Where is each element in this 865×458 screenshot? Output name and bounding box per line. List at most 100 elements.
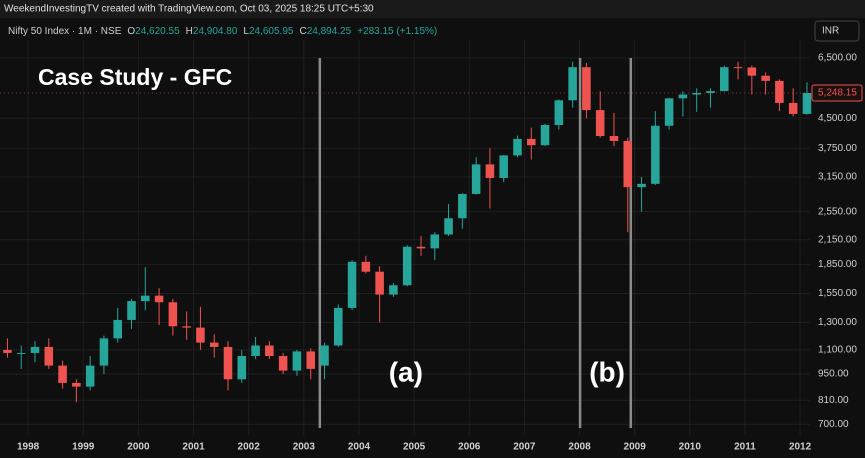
legend-value: 24,904.80 [193,26,238,37]
y-tick-label: 810.00 [818,395,849,406]
candle-body [44,346,54,366]
candle-body [196,327,205,343]
x-tick-label: 2009 [624,442,647,453]
candle-body [154,295,164,303]
legend: Nifty 50 Index · 1M · NSE O24,620.55 H24,9… [8,26,437,37]
candle-body [292,351,302,371]
candle-body [30,346,40,353]
y-tick-label: 3,750.00 [818,143,857,154]
candle-body [540,124,550,146]
candle-body [802,92,812,114]
legend-value: 24,605.95 [249,26,294,37]
candle-body [471,164,481,194]
legend-key: H [186,26,193,37]
candle-body [113,319,122,339]
currency: INR [822,26,839,37]
annotation: (b) [589,356,625,387]
legend-change: +283.15 (+1.15%) [357,26,437,37]
y-tick-label: 700.00 [818,419,849,430]
candles [3,61,812,403]
candle-body [719,67,729,92]
candle-body [58,365,67,383]
legend-value: 24,894.25 [307,26,352,37]
candle-body [168,302,178,327]
x-tick-label: 2011 [734,442,756,453]
candle-body [237,356,247,380]
x-tick-label: 2003 [293,442,316,453]
x-tick-label: 2004 [348,442,371,453]
candle-body [775,80,784,103]
last-price-box [811,84,863,102]
y-tick-label: 1,850.00 [818,259,857,270]
candle-body [375,271,384,295]
candle-body [278,356,288,371]
candle-body [554,100,564,125]
candle-body [334,307,343,346]
candle-body [3,349,12,353]
x-tick-label: 2006 [458,442,481,453]
y-tick-label: 4,500.00 [818,113,857,124]
candle-body [182,326,191,328]
legend-key: C [299,26,306,37]
legend-symbol: Nifty 50 Index · 1M · NSE [8,26,122,37]
candle-body [664,98,674,126]
annotation: (a) [389,356,423,387]
y-tick-label: 950.00 [818,369,849,380]
candle-body [568,67,577,101]
candle-body [595,110,605,137]
candle-body [416,246,426,249]
legend-value: 24,620.55 [135,26,180,37]
candle-body [251,345,260,357]
candle-body [526,138,536,146]
candle-body [458,193,467,219]
labels: 700.00 810.00 950.00 1,100.00 1,300.00 1,550.… [0,52,863,453]
candle-body [402,246,412,286]
candle-body [72,382,81,387]
candle-body [788,102,798,114]
candle-body [99,338,109,366]
y-tick-label: 6,500.00 [818,52,857,63]
x-tick-label: 2012 [789,442,812,453]
candle-body [513,138,522,156]
x-tick-label: 2008 [568,442,591,453]
candle-body [320,345,329,366]
candle-body [747,67,757,76]
candle-body [389,285,398,295]
candle-body [85,365,95,387]
candle-body [16,352,26,354]
candle-body [444,218,453,235]
candle-body [223,346,233,380]
candle-body [582,67,591,111]
candle-body [127,301,136,320]
candle-body [678,94,688,99]
x-tick-label: 2010 [679,442,702,453]
candle-body [733,67,743,69]
x-tick-label: 2005 [403,442,426,453]
header-bar [0,0,865,18]
candle-body [141,295,150,302]
candle-body [623,140,633,188]
candle-body [361,261,371,272]
y-tick-label: 1,300.00 [818,317,857,328]
y-tick-label: 1,550.00 [818,288,857,299]
candle-body [265,345,274,357]
candle-body [692,92,701,95]
candle-body [651,125,660,184]
candle-body [306,351,315,369]
y-tick-label: 1,100.00 [818,345,857,356]
x-tick-label: 1998 [17,442,40,453]
candle-body [430,234,440,249]
x-tick-label: 2001 [182,442,205,453]
candle-body [761,75,770,81]
candle-body [637,183,646,188]
chart-title: Case Study - GFC [38,64,232,90]
candle-body [706,91,715,93]
candle-body [499,155,508,178]
x-tick-label: 2000 [127,442,150,453]
y-tick-label: 3,150.00 [818,172,857,183]
x-tick-label: 1999 [72,442,95,453]
x-tick-label: 2002 [238,442,261,453]
y-tick-label: 2,550.00 [818,206,857,217]
